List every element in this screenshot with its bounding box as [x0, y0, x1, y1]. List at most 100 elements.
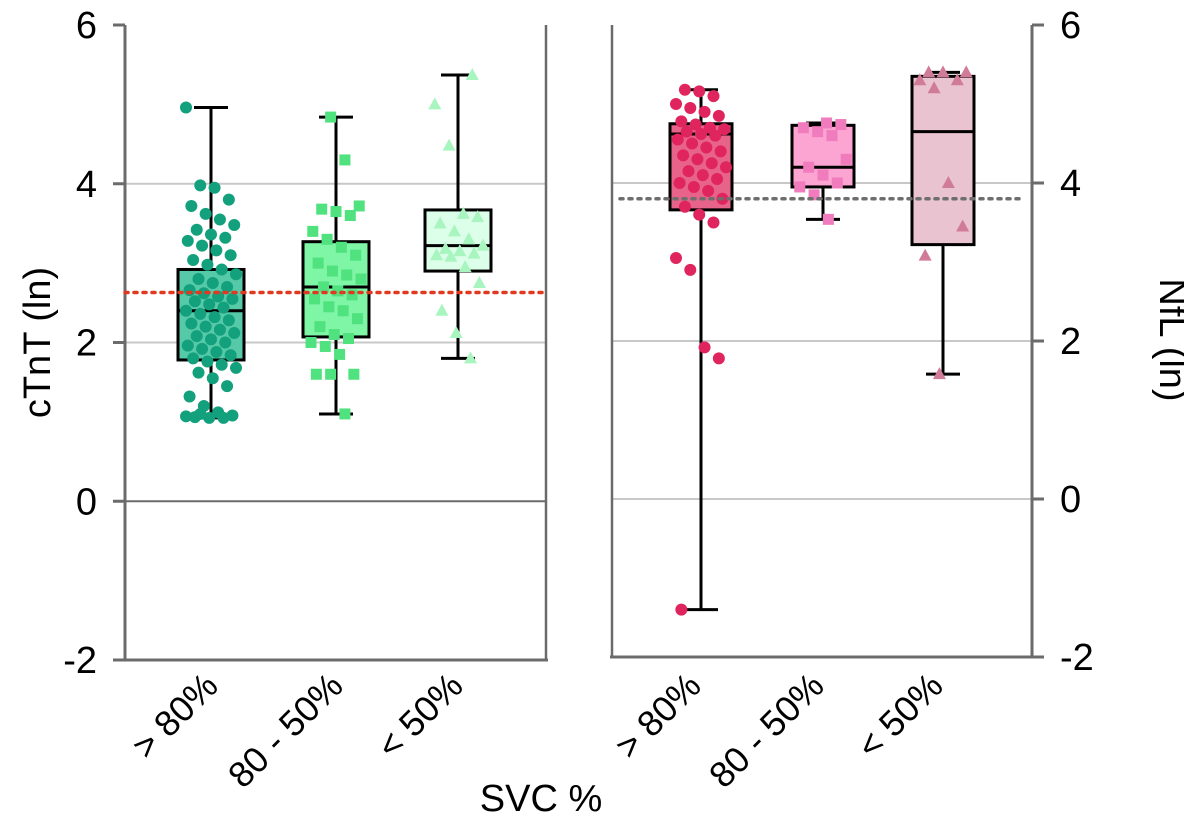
- data-point: [215, 263, 228, 276]
- data-point: [472, 275, 486, 288]
- data-point: [714, 145, 727, 158]
- data-point: [205, 333, 217, 346]
- data-point: [323, 301, 335, 313]
- data-point: [430, 248, 444, 261]
- data-point: [680, 125, 693, 138]
- data-point: [941, 176, 955, 188]
- data-point: [675, 115, 688, 128]
- data-point: [213, 213, 226, 226]
- data-point: [712, 109, 725, 122]
- data-point: [707, 90, 720, 103]
- data-point: [319, 340, 331, 352]
- data-point: [702, 184, 715, 197]
- data-point: [307, 225, 319, 237]
- data-point: [203, 411, 216, 424]
- data-point: [332, 285, 344, 297]
- data-point: [328, 329, 340, 341]
- data-point: [351, 313, 363, 325]
- data-point: [221, 280, 234, 293]
- data-point: [458, 260, 472, 273]
- category-label: 80 - 50%: [701, 665, 832, 796]
- data-point: [696, 169, 709, 182]
- y-tick-label: -2: [1060, 637, 1094, 679]
- data-point: [326, 265, 338, 277]
- data-point: [343, 333, 354, 345]
- data-point: [922, 65, 936, 78]
- data-point: [180, 410, 192, 423]
- y-tick-label: 0: [1060, 479, 1081, 521]
- data-point: [190, 330, 203, 343]
- data-point: [435, 303, 449, 316]
- data-point: [309, 293, 321, 305]
- data-point: [464, 351, 477, 364]
- x-axis-title: SVC %: [480, 778, 602, 817]
- data-point: [219, 336, 232, 349]
- data-point: [213, 323, 226, 336]
- data-point: [334, 348, 346, 360]
- data-point: [678, 200, 691, 213]
- data-point: [194, 179, 207, 192]
- y-tick-label: 6: [1060, 5, 1081, 47]
- data-point: [183, 284, 196, 297]
- data-point: [180, 304, 192, 317]
- y-tick-label: 2: [1060, 321, 1081, 363]
- data-point: [203, 298, 216, 311]
- data-point: [670, 252, 682, 265]
- data-point: [439, 241, 452, 254]
- data-point: [230, 268, 242, 281]
- data-point: [318, 281, 329, 293]
- data-point: [693, 208, 706, 221]
- data-point: [675, 603, 688, 616]
- category-label: < 50%: [849, 665, 951, 767]
- data-point: [330, 206, 342, 218]
- data-point: [339, 154, 351, 166]
- data-point: [720, 161, 732, 174]
- box: [910, 74, 976, 247]
- y-tick-label: 2: [76, 323, 97, 365]
- data-point: [196, 342, 209, 355]
- data-point: [199, 207, 212, 220]
- data-point: [348, 368, 360, 380]
- category-label: > 80%: [607, 665, 709, 767]
- data-point: [341, 269, 353, 281]
- data-point: [217, 301, 230, 314]
- data-point: [812, 126, 824, 138]
- data-point: [462, 232, 476, 245]
- data-point: [346, 289, 358, 301]
- nfl-panel: 6 4 2 0 -2 NfL (ln) > 80%80 - 50% < 50%: [607, 5, 1184, 796]
- y-tick-label: 6: [76, 5, 97, 47]
- data-point: [190, 223, 203, 236]
- data-point: [822, 213, 834, 225]
- data-point: [183, 390, 196, 403]
- data-point: [465, 68, 479, 81]
- data-point: [210, 346, 223, 359]
- data-point: [918, 248, 932, 261]
- data-point: [428, 97, 442, 110]
- data-point: [684, 263, 697, 276]
- data-point: [337, 305, 349, 317]
- data-point: [821, 117, 833, 129]
- data-point: [208, 181, 221, 194]
- data-point: [222, 314, 235, 327]
- data-point: [682, 165, 695, 178]
- data-point: [711, 173, 724, 186]
- data-point: [689, 118, 702, 131]
- data-point: [456, 206, 470, 219]
- data-point: [201, 355, 214, 368]
- data-point: [335, 241, 347, 253]
- data-point: [691, 153, 704, 166]
- data-point: [709, 129, 722, 142]
- data-point: [797, 122, 809, 134]
- data-point: [187, 253, 200, 266]
- data-point: [698, 341, 711, 354]
- data-point: [686, 137, 699, 150]
- data-point: [181, 234, 194, 247]
- data-point: [817, 169, 829, 181]
- data-point: [927, 81, 941, 94]
- data-point: [695, 128, 707, 141]
- data-point: [840, 153, 852, 165]
- data-point: [201, 258, 214, 271]
- category-label: < 50%: [369, 665, 471, 767]
- data-point: [718, 123, 731, 136]
- data-point: [206, 276, 219, 289]
